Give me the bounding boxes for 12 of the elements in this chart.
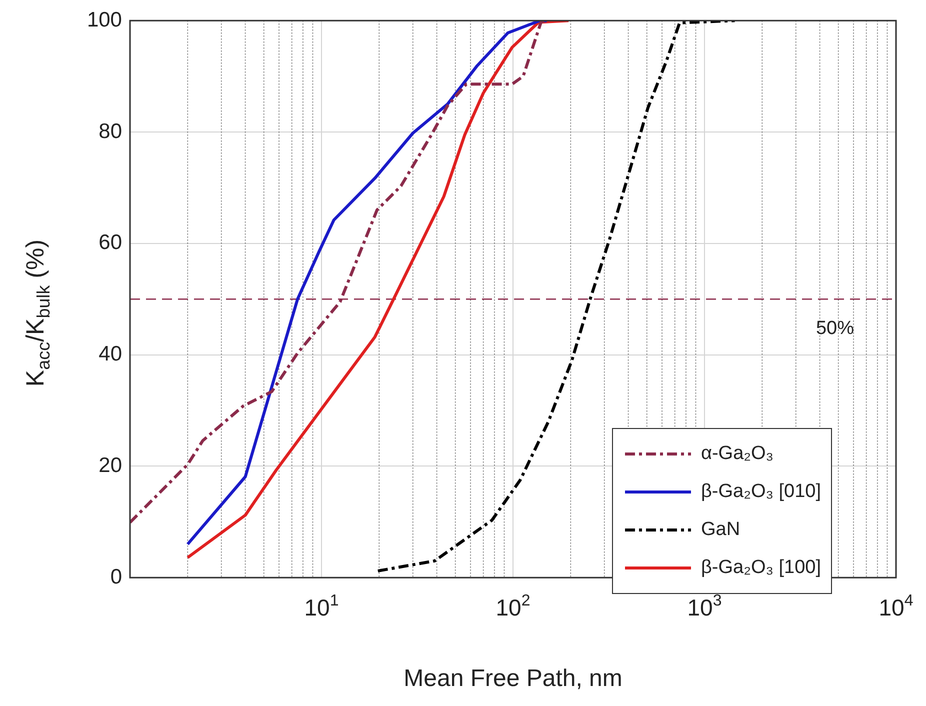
x-axis-title: Mean Free Path, nm (404, 665, 622, 692)
y-tick-label: 60 (98, 231, 122, 254)
ref-line-label: 50% (816, 318, 854, 339)
y-tick-label: 80 (98, 120, 122, 143)
y-tick-label: 100 (86, 8, 122, 32)
y-tick-label: 20 (98, 454, 122, 477)
legend-label: β-Ga₂O₃ [010] (701, 481, 822, 503)
legend-label: GaN (701, 519, 740, 541)
legend-label: β-Ga₂O₃ [100] (701, 557, 822, 579)
legend-label: α-Ga₂O₃ (701, 443, 774, 465)
y-tick-label: 40 (98, 342, 122, 366)
y-tick-label: 0 (110, 565, 122, 588)
